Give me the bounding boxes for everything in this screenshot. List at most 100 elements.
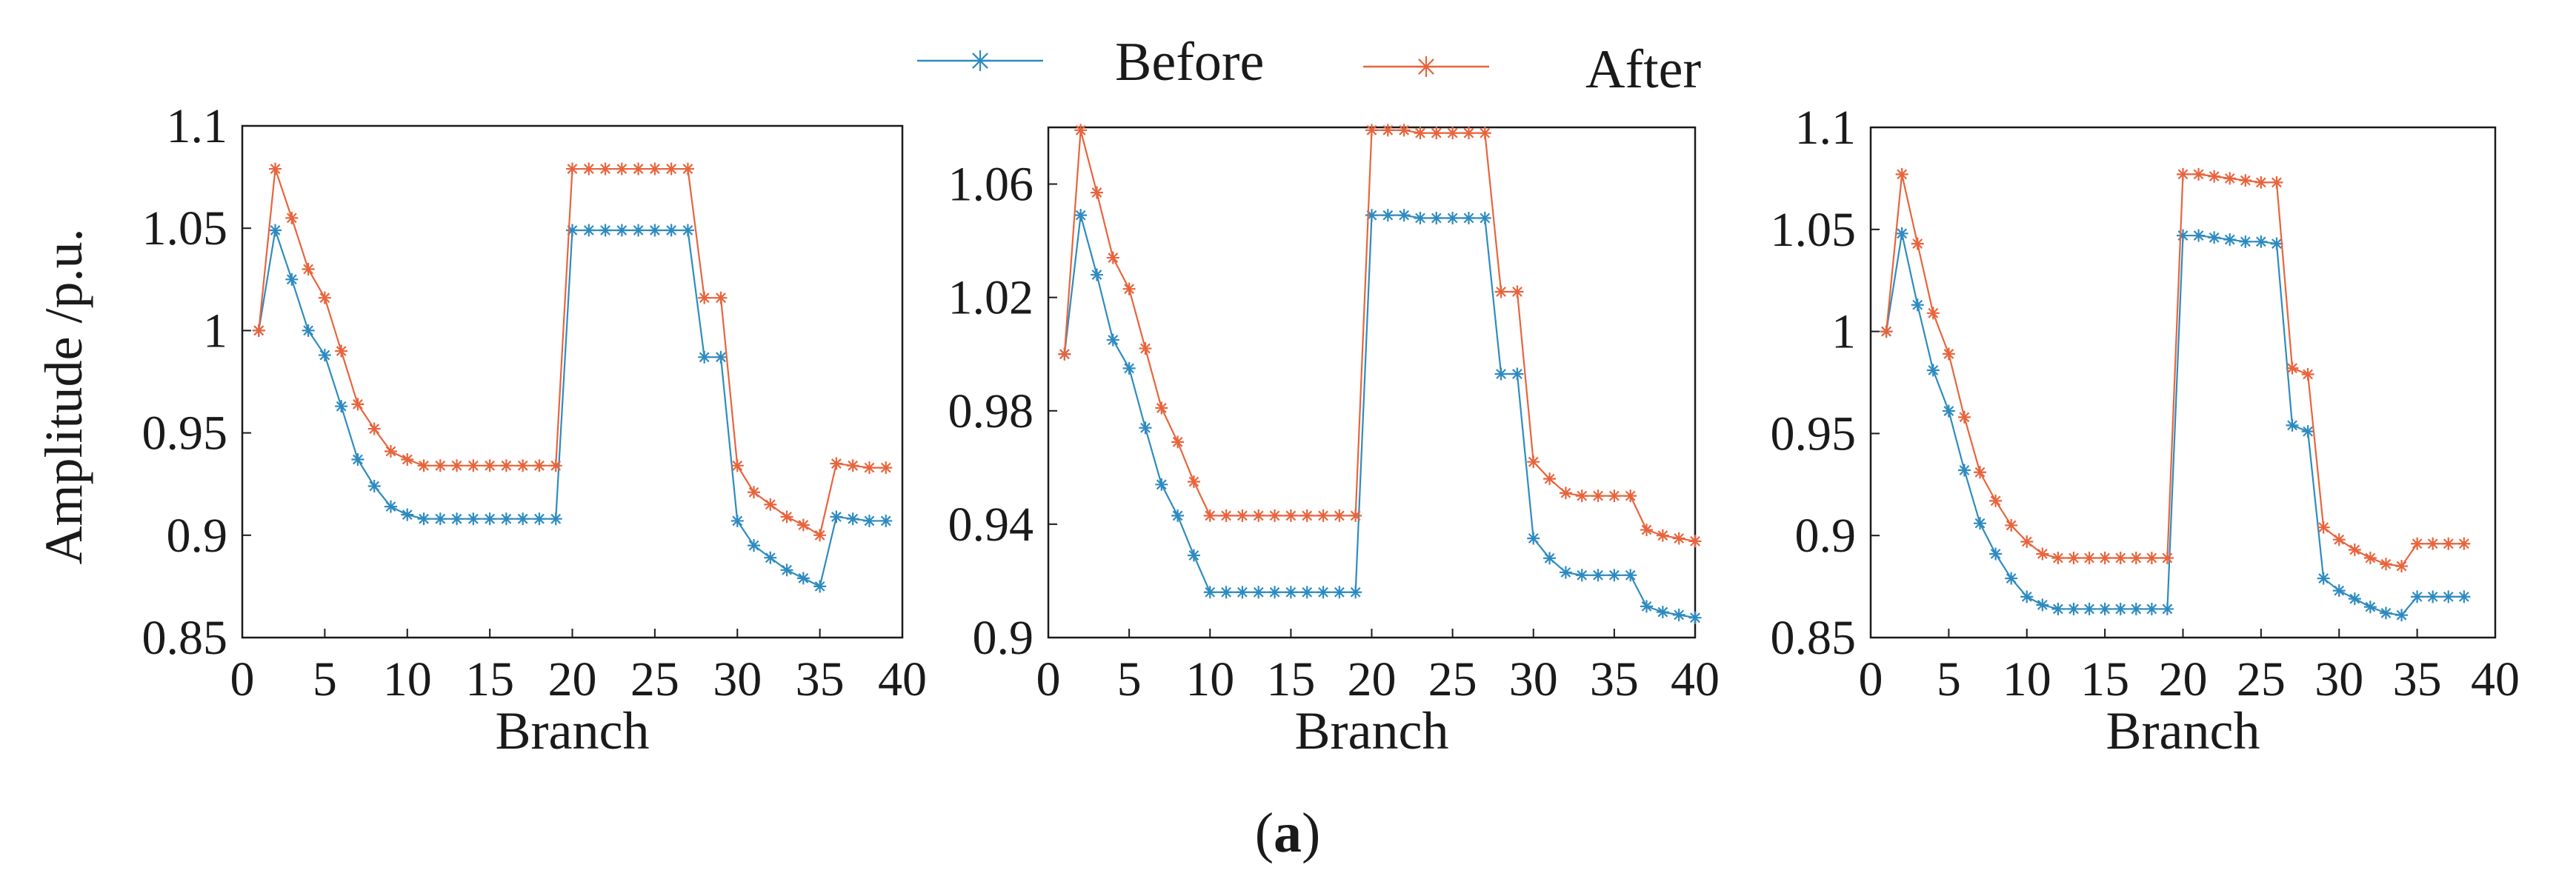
data-point-after (1219, 509, 1233, 522)
data-point-after (1446, 127, 1460, 140)
data-point-before (1381, 209, 1394, 222)
data-point-after (681, 162, 694, 175)
data-point-after (1122, 282, 1136, 295)
data-point-after (1624, 489, 1637, 503)
data-point-after (1880, 325, 1893, 338)
data-point-before (533, 512, 546, 526)
x-tick-label: 5 (313, 652, 337, 706)
y-tick-label: 0.95 (142, 407, 228, 461)
data-point-before (318, 349, 331, 362)
data-point-after (2005, 518, 2018, 532)
data-point-before (1640, 600, 1654, 613)
data-point-before (764, 551, 777, 564)
data-point-before (2395, 609, 2409, 622)
legend-after-marker (1416, 56, 1437, 77)
x-tick-label: 0 (1036, 652, 1061, 706)
y-tick-label: 0.95 (1771, 407, 1857, 461)
data-point-before (748, 539, 761, 552)
x-tick-label: 5 (1937, 652, 1961, 706)
data-point-after (1139, 342, 1152, 355)
data-point-before (1284, 586, 1297, 599)
data-point-after (1511, 285, 1524, 298)
data-point-after (2301, 367, 2314, 381)
data-point-after (467, 459, 480, 472)
legend-before-label: Before (1115, 32, 1264, 93)
figure-caption: (a) (1255, 802, 1321, 864)
data-point-before (648, 224, 662, 237)
data-point-before (730, 514, 744, 527)
data-point-before (2301, 425, 2314, 438)
data-point-after (2145, 552, 2158, 565)
data-point-before (879, 514, 893, 527)
data-point-before (269, 224, 282, 237)
data-point-after (549, 459, 562, 472)
y-tick-label: 1.1 (1795, 101, 1857, 155)
data-point-after (796, 518, 810, 532)
data-point-before (599, 224, 612, 237)
y-tick-label: 0.85 (142, 611, 228, 665)
data-point-before (1559, 566, 1572, 579)
data-point-before (351, 453, 365, 467)
data-point-before (1494, 367, 1508, 381)
series-after (1880, 167, 2471, 573)
data-point-after (1672, 532, 1685, 545)
data-point-before (401, 508, 414, 521)
data-point-after (1911, 237, 1924, 250)
data-point-after (1559, 487, 1572, 500)
data-point-after (1236, 509, 1249, 522)
data-point-after (764, 498, 777, 511)
data-point-after (367, 422, 381, 435)
x-axis-label: Branch (2106, 701, 2260, 760)
data-point-after (1575, 489, 1588, 503)
data-point-after (2129, 552, 2143, 565)
data-point-before (1591, 569, 1605, 582)
data-point-before (1974, 517, 1987, 530)
data-point-before (2426, 590, 2440, 604)
legend-after-label: After (1585, 39, 1701, 100)
data-point-before (2083, 602, 2096, 615)
data-point-before (549, 512, 562, 526)
data-point-after (2442, 537, 2455, 550)
data-point-after (417, 459, 430, 472)
data-point-before (1478, 211, 1491, 224)
data-point-before (1430, 211, 1443, 224)
y-tick-label: 0.85 (1771, 611, 1857, 665)
data-point-after (1414, 127, 1427, 140)
data-point-before (2457, 590, 2471, 604)
subplot-3: 0 5 10 15 20 25 30 35 40 0.85 0.9 0.95 1 1.05 1.1 Branc… (1771, 101, 2520, 760)
data-point-before (2051, 602, 2065, 615)
x-tick-label: 30 (1509, 652, 1558, 706)
data-point-before (2254, 235, 2268, 248)
data-point-after (1349, 509, 1362, 522)
data-point-before (2379, 606, 2392, 620)
data-point-after (2254, 175, 2268, 189)
y-tick-label: 1 (203, 304, 227, 358)
data-point-after (830, 457, 843, 470)
data-point-before (1543, 552, 1557, 565)
x-tick-label: 35 (796, 652, 845, 706)
caption-open-paren: ( (1255, 802, 1274, 864)
data-point-before (1333, 586, 1346, 599)
data-point-before (1511, 367, 1524, 381)
data-point-after (2348, 543, 2361, 556)
data-point-before (2317, 572, 2330, 585)
data-point-after (1640, 524, 1654, 537)
data-point-after (2317, 521, 2330, 534)
x-tick-label: 10 (2003, 652, 2051, 706)
data-point-after (2114, 552, 2127, 565)
data-point-before (1462, 211, 1475, 224)
data-point-after (1381, 124, 1394, 137)
data-point-before (2363, 601, 2377, 614)
x-tick-label: 40 (878, 652, 927, 706)
data-point-after (1591, 489, 1605, 503)
data-point-after (384, 444, 397, 458)
data-point-after (2036, 547, 2049, 561)
data-point-before (2177, 229, 2189, 242)
data-point-before (1656, 606, 1669, 619)
data-point-before (1155, 478, 1168, 491)
data-point-after (1608, 489, 1621, 503)
x-tick-label: 30 (713, 652, 762, 706)
data-point-after (433, 459, 447, 472)
y-tick-label: 0.9 (167, 509, 228, 563)
data-point-before (830, 510, 843, 524)
